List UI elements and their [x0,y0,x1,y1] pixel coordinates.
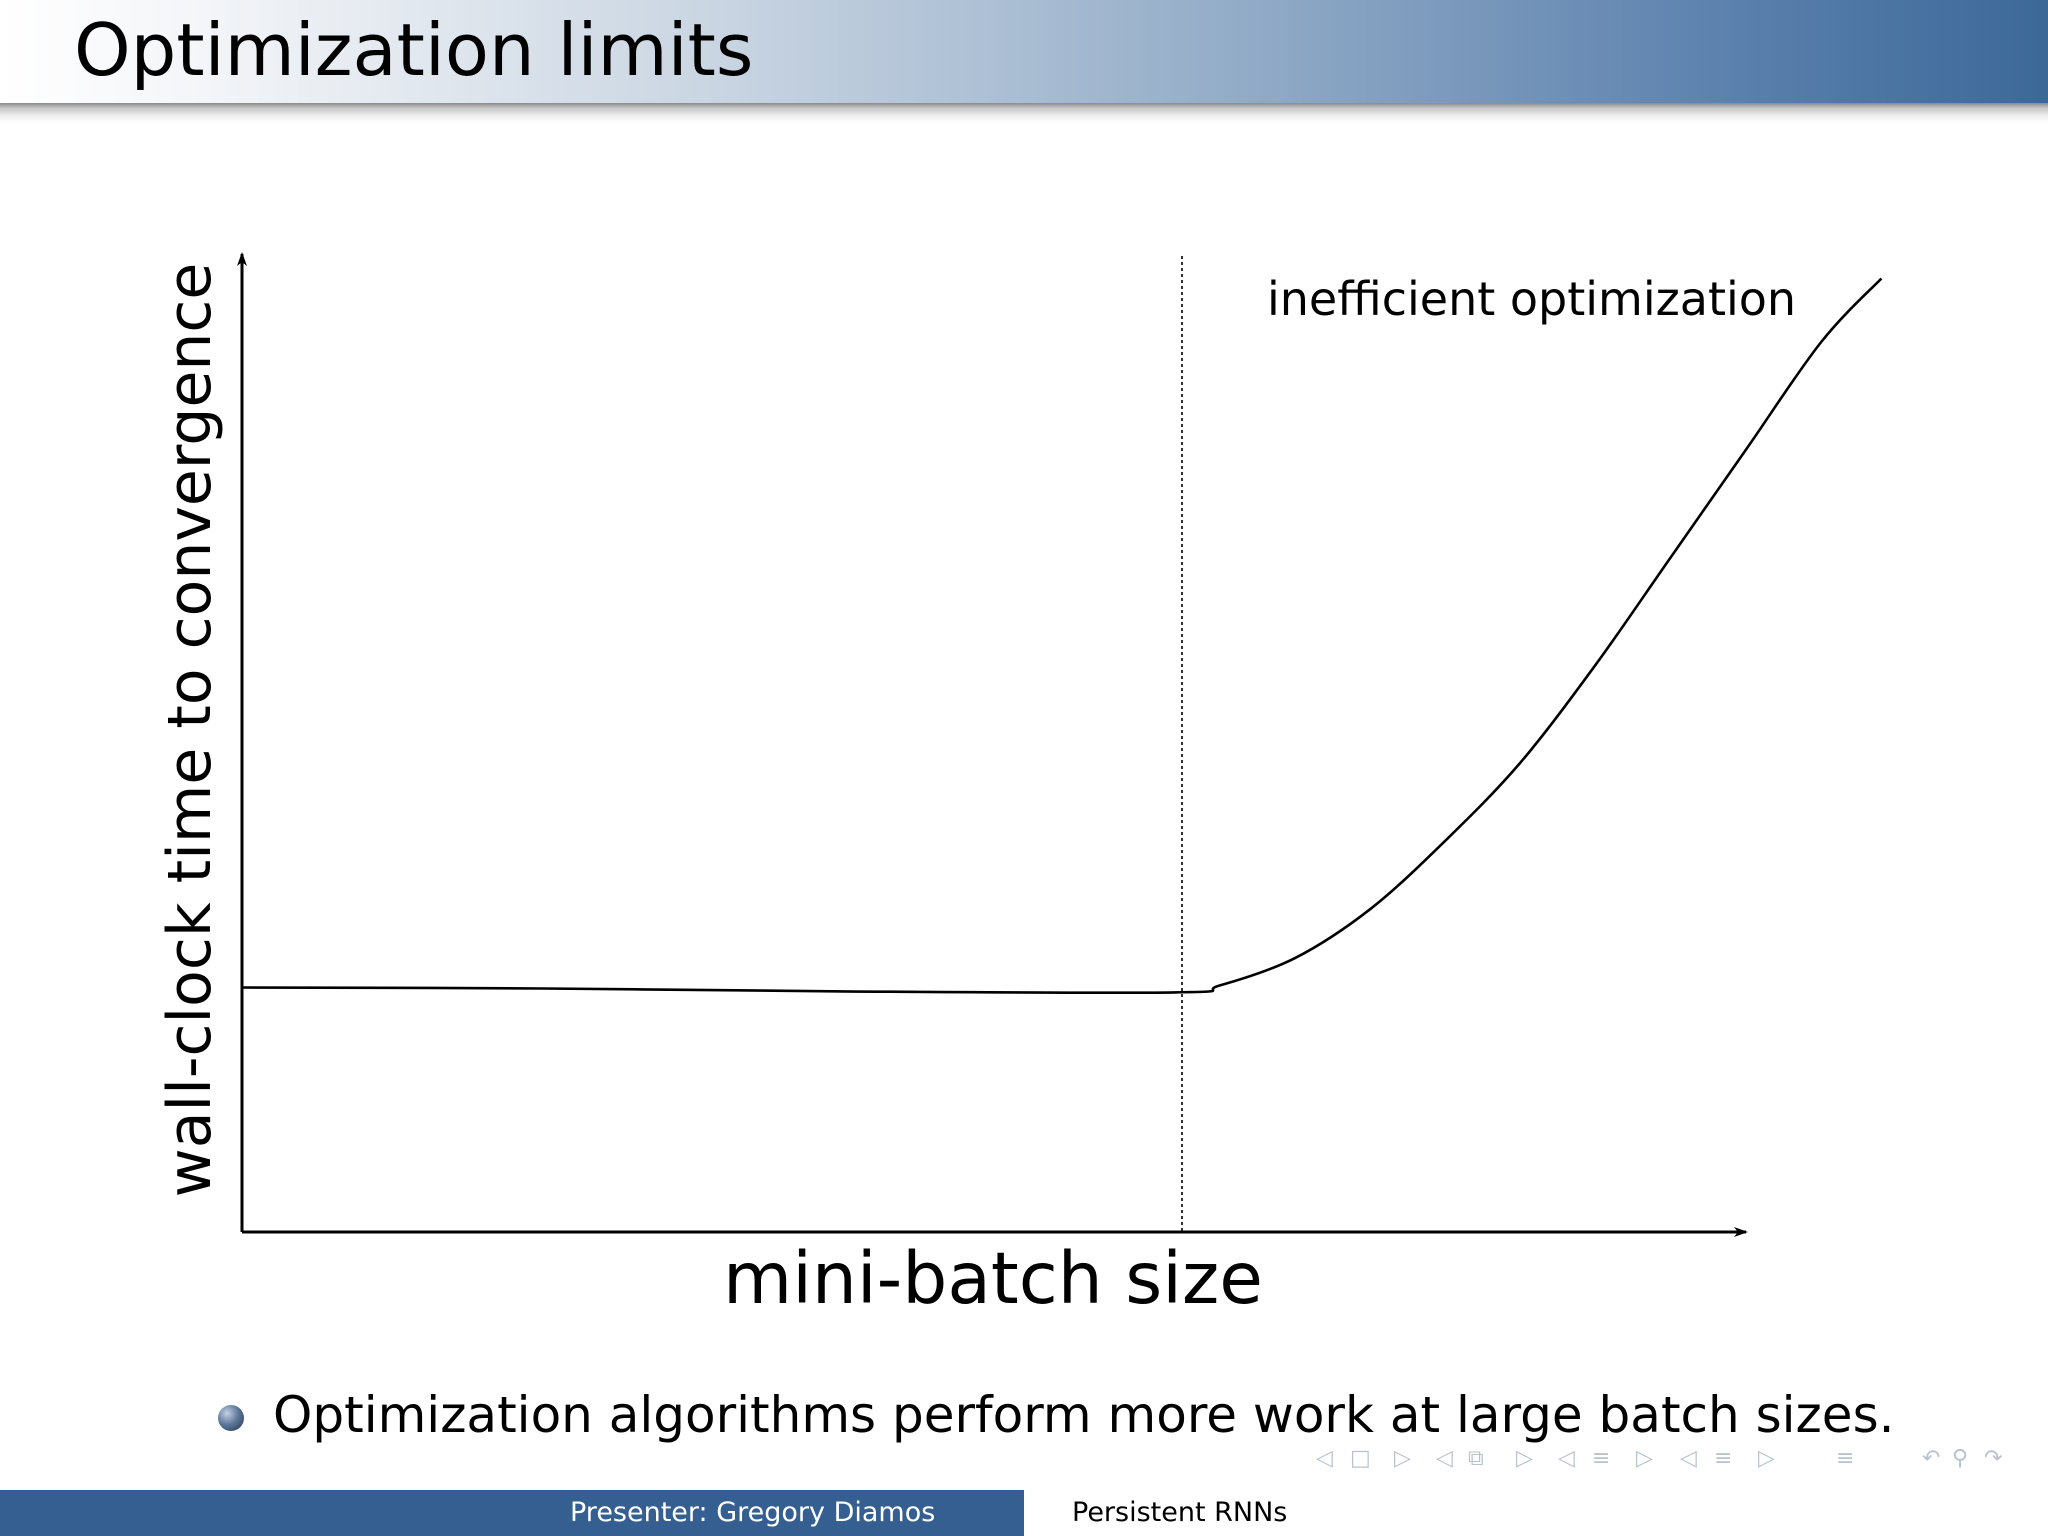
footer-talk-title: Persistent RNNs [1024,1490,2048,1536]
title-shadow [0,103,2048,123]
prev-frame-icon[interactable]: ◁ [1316,1446,1333,1471]
footer-presenter: Presenter: Gregory Diamos [0,1490,1024,1536]
slide-title: Optimization limits [74,8,754,92]
next-appendix-icon[interactable]: ▷ [1758,1446,1775,1471]
bullet-text: Optimization algorithms perform more wor… [273,1386,1895,1444]
bullet-icon [218,1405,244,1431]
frame-icon[interactable]: □ [1350,1446,1371,1471]
next-subsection-icon[interactable]: ▷ [1516,1446,1533,1471]
beamer-navigation: ◁ □ ▷ ◁ ⧉ ▷ ◁ ≡ ▷ ◁ ≡ ▷ ≡ ↶ ⚲ ↷ [1310,1444,2030,1474]
chart-annotation: inefficient optimization [1267,272,1797,326]
y-axis-label: wall-clock time to convergence [155,262,225,1198]
forward-icon[interactable]: ↷ [1984,1446,2003,1471]
prev-section-icon[interactable]: ◁ [1558,1446,1575,1471]
prev-subsection-icon[interactable]: ◁ [1436,1446,1453,1471]
convergence-curve [241,277,1883,995]
outline-icon[interactable]: ≡ [1836,1446,1855,1471]
prev-appendix-icon[interactable]: ◁ [1680,1446,1697,1471]
next-section-icon[interactable]: ▷ [1636,1446,1653,1471]
search-icon[interactable]: ⚲ [1952,1446,1969,1471]
back-icon[interactable]: ↶ [1922,1446,1941,1471]
title-bar [0,0,2048,103]
section-icon[interactable]: ≡ [1592,1446,1611,1471]
next-frame-icon[interactable]: ▷ [1394,1446,1411,1471]
appendix-icon[interactable]: ≡ [1714,1446,1733,1471]
x-axis-label: mini-batch size [723,1237,1263,1320]
subsection-icon[interactable]: ⧉ [1468,1446,1484,1471]
